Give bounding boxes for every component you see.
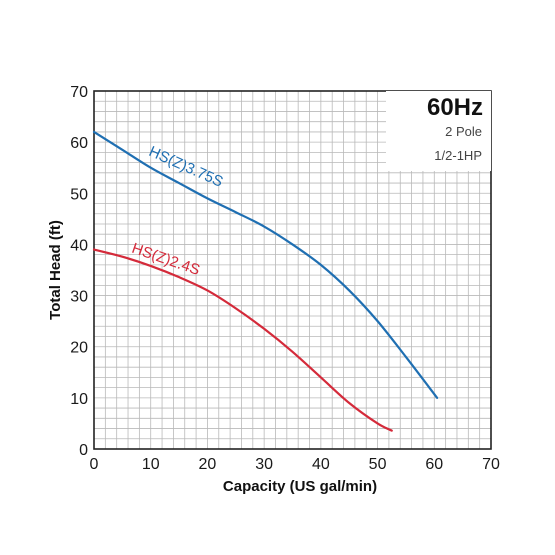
x-axis-title: Capacity (US gal/min) xyxy=(223,478,377,495)
info-box-poles: 2 Pole xyxy=(445,124,482,139)
series-lines xyxy=(92,130,439,432)
series-line xyxy=(92,130,439,399)
y-tick-label: 70 xyxy=(70,84,88,101)
x-tick-label: 20 xyxy=(199,456,217,473)
series-line xyxy=(92,248,393,432)
y-tick-label: 20 xyxy=(70,340,88,357)
x-tick-label: 40 xyxy=(312,456,330,473)
plot-border xyxy=(93,90,492,450)
x-tick-label: 30 xyxy=(255,456,273,473)
y-axis-title: Total Head (ft) xyxy=(47,220,64,320)
y-tick-label: 40 xyxy=(70,237,88,254)
series-label: HS(Z)3.75S xyxy=(146,143,225,191)
y-tick-label: 0 xyxy=(79,442,88,459)
x-tick-label: 70 xyxy=(482,456,500,473)
x-tick-label: 10 xyxy=(142,456,160,473)
x-tick-label: 60 xyxy=(425,456,443,473)
info-box-heading: 60Hz xyxy=(427,94,483,121)
y-tick-label: 50 xyxy=(70,186,88,203)
series-label: HS(Z)2.4S xyxy=(130,240,203,279)
info-box-frame xyxy=(386,91,491,171)
y-tick-label: 60 xyxy=(70,135,88,152)
tick-labels: 0 10 20 30 40 50 60 70 0 10 20 30 40 50 60 70 xyxy=(70,84,500,473)
x-tick-label: 50 xyxy=(369,456,387,473)
y-tick-label: 10 xyxy=(70,391,88,408)
x-tick-label: 0 xyxy=(90,456,99,473)
y-tick-label: 30 xyxy=(70,289,88,306)
info-box: 60Hz 2 Pole 1/2-1HP xyxy=(386,91,491,171)
plot-frame xyxy=(93,90,492,450)
info-box-power: 1/2-1HP xyxy=(434,148,482,163)
